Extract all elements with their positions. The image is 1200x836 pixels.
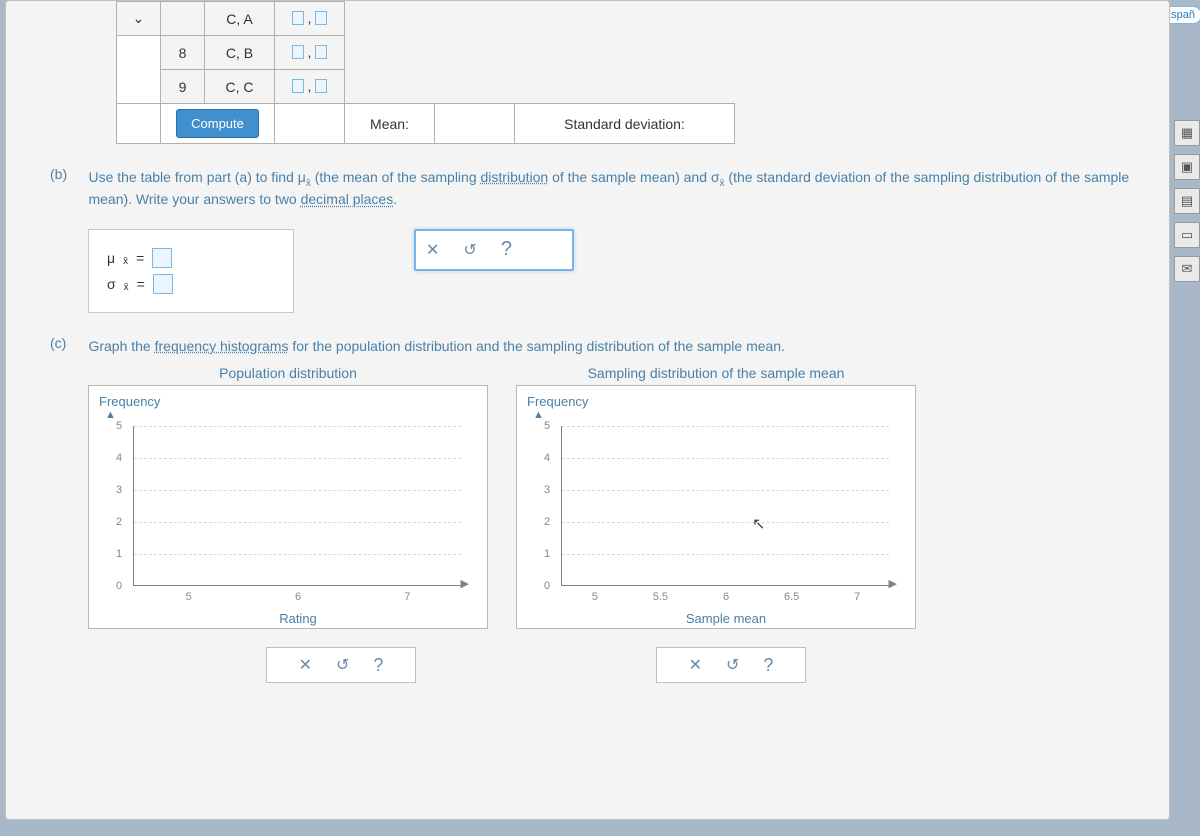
up-arrow-icon: ▲ — [105, 409, 477, 421]
sampling-chart-wrap: Sampling distribution of the sample mean… — [516, 365, 916, 629]
subscript: x̄ — [720, 178, 725, 189]
x-axis-label: Sample mean — [527, 611, 925, 626]
row-label: C, B — [205, 36, 275, 70]
compute-button[interactable]: Compute — [176, 109, 259, 138]
chart-title: Sampling distribution of the sample mean — [516, 365, 916, 381]
part-a-table: ⌄ C, A , 8 C, B , 9 C, C , Compute Mean:… — [116, 1, 735, 144]
mu-input[interactable] — [152, 248, 172, 268]
part-c-text: Graph the frequency histograms for the p… — [88, 335, 1158, 357]
expand-chevron[interactable]: ⌄ — [117, 2, 161, 36]
sigma-symbol: σ — [107, 276, 116, 292]
help-button[interactable]: ? — [373, 655, 383, 676]
subscript: x̄ — [306, 178, 311, 189]
part-b-label: (b) — [50, 166, 84, 182]
calculator-icon[interactable]: ▦ — [1174, 120, 1200, 146]
part-b-toolstrip: ✕ ↺ ? — [414, 229, 574, 271]
text: of the sample mean) and — [548, 169, 711, 185]
table-row: 8 C, B , — [117, 36, 735, 70]
y-axis-label: Frequency — [527, 394, 905, 409]
clear-button[interactable]: ✕ — [689, 655, 702, 675]
sampling-chart[interactable]: Frequency ▲ ▶ ↖ 01234555.566.57 Sample m… — [516, 385, 916, 629]
side-tool-column: ▦ ▣ ▤ ▭ ✉ — [1174, 120, 1200, 282]
subscript: x̄ — [123, 256, 128, 267]
value-cell[interactable]: , — [275, 36, 345, 70]
clear-button[interactable]: ✕ — [299, 655, 312, 675]
compute-row: Compute Mean: Standard deviation: — [117, 104, 735, 144]
reset-button[interactable]: ↺ — [463, 240, 476, 260]
row-index — [161, 2, 205, 36]
content-area: ⌄ C, A , 8 C, B , 9 C, C , Compute Mean:… — [5, 0, 1170, 820]
link-decimal[interactable]: decimal places — [301, 191, 394, 207]
mean-value — [435, 104, 515, 144]
row-index: 8 — [161, 36, 205, 70]
reset-button[interactable]: ↺ — [336, 655, 349, 675]
cursor-icon: ↖ — [752, 514, 765, 534]
text: Graph the — [88, 338, 154, 354]
mu-symbol: μ — [298, 169, 306, 185]
table-row: ⌄ C, A , — [117, 2, 735, 36]
part-c-label: (c) — [50, 335, 84, 351]
up-arrow-icon: ▲ — [533, 409, 905, 421]
population-chart[interactable]: Frequency ▲ ▶ 012345567 Rating — [88, 385, 488, 629]
text-icon[interactable]: ▭ — [1174, 222, 1200, 248]
reset-button[interactable]: ↺ — [726, 655, 739, 675]
row-label: C, C — [205, 70, 275, 104]
part-b-text: Use the table from part (a) to find μx̄ … — [88, 166, 1158, 211]
right-arrow-icon: ▶ — [889, 577, 897, 590]
part-b-answer-box: μ x̄ = σ x̄ = — [88, 229, 294, 313]
plot-area[interactable]: ▶ 012345567 — [133, 426, 461, 586]
text: (the mean of the sampling — [311, 169, 481, 185]
value-cell[interactable]: , — [275, 70, 345, 104]
right-arrow-icon: ▶ — [461, 577, 469, 590]
value-cell[interactable]: , — [275, 2, 345, 36]
sigma-input[interactable] — [153, 274, 173, 294]
link-distribution[interactable]: distribution — [481, 169, 549, 185]
table-row: 9 C, C , — [117, 70, 735, 104]
text: for the population distribution and the … — [288, 338, 785, 354]
mu-symbol: μ — [107, 250, 115, 266]
chart-title: Population distribution — [88, 365, 488, 381]
population-chart-wrap: Population distribution Frequency ▲ ▶ 01… — [88, 365, 488, 629]
y-axis-label: Frequency — [99, 394, 477, 409]
sigma-symbol: σ — [711, 169, 720, 185]
part-c: (c) Graph the frequency histograms for t… — [50, 335, 1169, 357]
chart2-toolstrip: ✕ ↺ ? — [656, 647, 806, 683]
equals: = — [136, 250, 144, 266]
text: . — [393, 191, 397, 207]
part-b: (b) Use the table from part (a) to find … — [50, 166, 1169, 211]
equals: = — [137, 276, 145, 292]
play-icon[interactable]: ▣ — [1174, 154, 1200, 180]
chart1-toolstrip: ✕ ↺ ? — [266, 647, 416, 683]
row-index: 9 — [161, 70, 205, 104]
mail-icon[interactable]: ✉ — [1174, 256, 1200, 282]
plot-area[interactable]: ▶ ↖ 01234555.566.57 — [561, 426, 889, 586]
link-freq-hist[interactable]: frequency histograms — [155, 338, 289, 354]
grid-icon[interactable]: ▤ — [1174, 188, 1200, 214]
text: Use the table from part (a) to find — [88, 169, 297, 185]
help-button[interactable]: ? — [763, 655, 773, 676]
help-button[interactable]: ? — [501, 238, 512, 261]
subscript: x̄ — [124, 282, 129, 293]
mean-label: Mean: — [345, 104, 435, 144]
row-label: C, A — [205, 2, 275, 36]
sd-label: Standard deviation: — [515, 104, 735, 144]
x-axis-label: Rating — [99, 611, 497, 626]
clear-button[interactable]: ✕ — [426, 240, 439, 260]
